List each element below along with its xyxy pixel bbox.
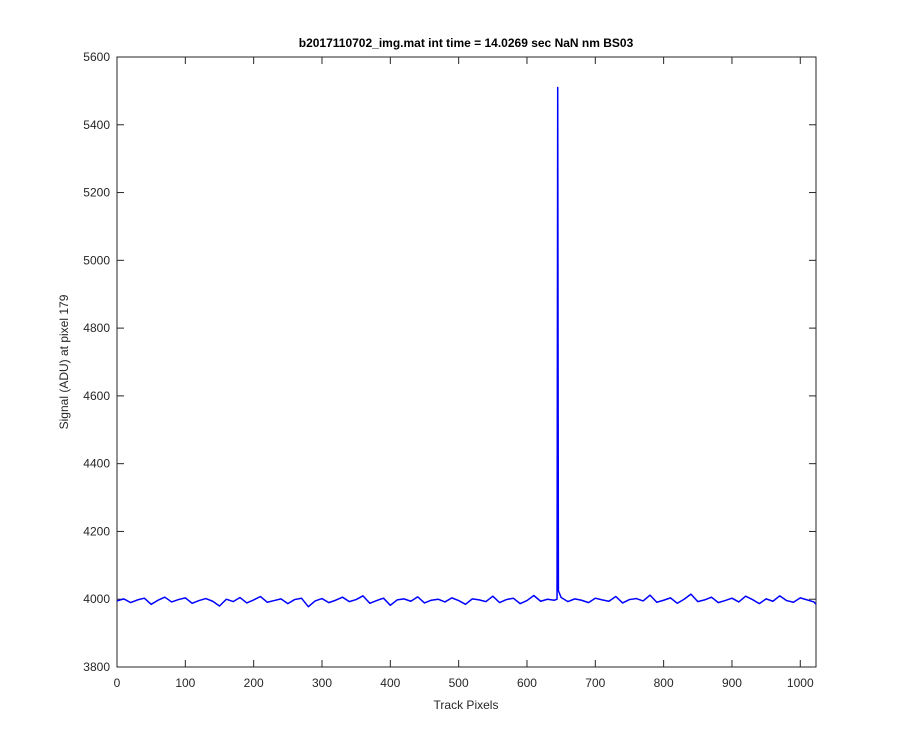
x-tick-label: 900: [722, 676, 742, 690]
y-tick-label: 4000: [83, 592, 110, 606]
x-tick-label: 1000: [787, 676, 814, 690]
y-tick-label: 4800: [83, 321, 110, 335]
x-tick-label: 0: [114, 676, 121, 690]
data-line: [116, 86, 817, 608]
x-tick-label: 800: [654, 676, 674, 690]
chart-title: b2017110702_img.mat int time = 14.0269 s…: [299, 36, 634, 50]
y-tick-label: 4600: [83, 389, 110, 403]
y-tick-label: 4200: [83, 524, 110, 538]
x-tick-label: 600: [517, 676, 537, 690]
x-tick-label: 700: [585, 676, 605, 690]
x-tick-label: 100: [175, 676, 195, 690]
x-tick-label: 400: [380, 676, 400, 690]
x-tick-label: 500: [449, 676, 469, 690]
plot-area: [116, 56, 817, 668]
x-tick-label: 300: [312, 676, 332, 690]
y-tick-label: 5600: [83, 50, 110, 64]
y-tick-label: 4400: [83, 457, 110, 471]
y-tick-label: 5200: [83, 186, 110, 200]
x-axis-label: Track Pixels: [434, 698, 499, 712]
y-axis-label: Signal (ADU) at pixel 179: [57, 294, 71, 429]
y-tick-label: 5400: [83, 118, 110, 132]
y-tick-label: 3800: [83, 660, 110, 674]
y-tick-label: 5000: [83, 253, 110, 267]
x-tick-label: 200: [244, 676, 264, 690]
